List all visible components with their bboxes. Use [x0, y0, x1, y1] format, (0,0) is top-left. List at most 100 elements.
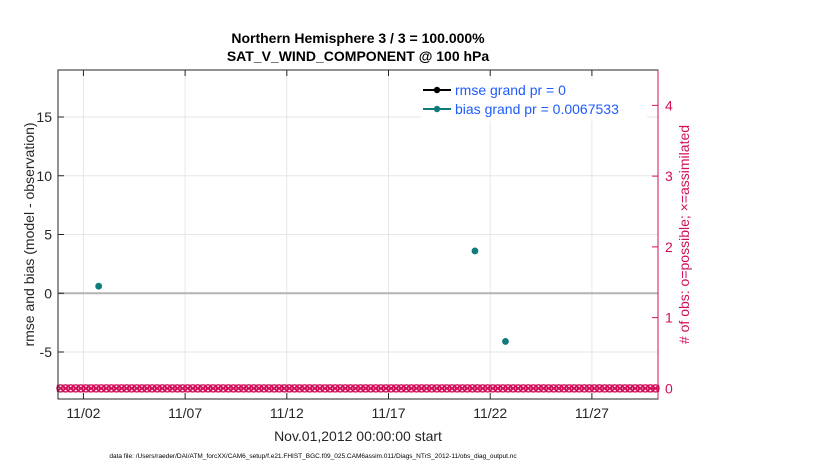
- obs-possible-marker: [478, 384, 487, 393]
- obs-possible-marker: [605, 384, 614, 393]
- obs-possible-marker: [417, 384, 426, 393]
- obs-possible-marker: [518, 384, 528, 393]
- obs-possible-marker: [422, 384, 431, 393]
- obs-possible-marker: [218, 384, 228, 393]
- obs-possible-marker: [71, 384, 81, 393]
- obs-possible-marker: [325, 384, 335, 393]
- bias-point: [95, 282, 103, 290]
- obs-possible-marker: [229, 384, 238, 393]
- obs-possible-marker: [600, 384, 609, 393]
- obs-possible-marker: [630, 384, 640, 393]
- obs-possible-marker: [463, 384, 472, 393]
- obs-possible-marker: [579, 384, 589, 393]
- obs-possible-marker: [61, 384, 70, 393]
- obs-possible-marker: [615, 384, 625, 393]
- obs-possible-marker: [224, 384, 233, 393]
- obs-possible-marker: [290, 384, 299, 393]
- obs-possible-marker: [585, 384, 594, 393]
- obs-possible-marker: [549, 384, 559, 393]
- obs-possible-marker: [447, 384, 457, 393]
- obs-possible-marker: [381, 384, 391, 393]
- obs-possible-marker: [208, 384, 218, 393]
- obs-possible-marker: [468, 384, 477, 393]
- obs-possible-marker: [112, 384, 121, 393]
- x-tick-label: 11/02: [66, 405, 100, 421]
- obs-possible-marker: [274, 384, 284, 393]
- obs-possible-marker: [132, 384, 142, 393]
- y-right-tick-label: 4: [665, 97, 673, 113]
- obs-possible-marker: [330, 384, 340, 393]
- obs-possible-marker: [152, 384, 162, 393]
- y-left-tick-label: -5: [40, 344, 53, 360]
- obs-possible-marker: [651, 384, 660, 393]
- chart-title-line1: Northern Hemisphere 3 / 3 = 100.000%: [231, 30, 485, 46]
- y-left-tick-label: 15: [36, 109, 52, 125]
- obs-possible-marker: [432, 384, 442, 393]
- obs-possible-marker: [590, 384, 599, 393]
- obs-possible-marker: [249, 384, 259, 393]
- obs-possible-marker: [122, 384, 131, 393]
- obs-possible-marker: [305, 384, 314, 393]
- obs-possible-marker: [157, 384, 167, 393]
- obs-possible-marker: [91, 384, 101, 393]
- obs-possible-marker: [213, 384, 223, 393]
- obs-possible-marker: [81, 384, 91, 393]
- obs-possible-marker: [300, 384, 309, 393]
- legend-box: [421, 79, 647, 121]
- obs-possible-marker: [234, 384, 243, 393]
- obs-possible-marker: [137, 384, 147, 393]
- y-right-tick-label: 1: [665, 310, 673, 326]
- obs-possible-marker: [173, 384, 182, 393]
- x-tick-label: 11/07: [168, 405, 202, 421]
- obs-possible-marker: [488, 384, 498, 393]
- obs-possible-marker: [569, 384, 579, 393]
- obs-possible-marker: [269, 384, 279, 393]
- chart-title-line2: SAT_V_WIND_COMPONENT @ 100 hPa: [227, 48, 490, 64]
- obs-possible-marker: [396, 384, 406, 393]
- obs-possible-marker: [452, 384, 462, 393]
- x-tick-label: 11/27: [575, 405, 609, 421]
- y-left-tick-label: 10: [36, 168, 52, 184]
- obs-possible-marker: [102, 384, 111, 393]
- obs-possible-marker: [376, 384, 386, 393]
- y-right-tick-label: 3: [665, 168, 673, 184]
- obs-possible-marker: [544, 384, 553, 393]
- obs-possible-marker: [635, 384, 645, 393]
- y-right-tick-label: 0: [665, 380, 673, 396]
- bias-point: [502, 338, 509, 345]
- obs-possible-marker: [335, 384, 345, 393]
- bias-point: [471, 247, 479, 255]
- obs-possible-marker: [625, 384, 635, 393]
- obs-possible-marker: [427, 384, 437, 393]
- obs-possible-marker: [310, 384, 320, 393]
- obs-possible-marker: [66, 384, 76, 393]
- x-axis-label: Nov.01,2012 00:00:00 start: [274, 428, 442, 444]
- y-left-tick-label: 0: [44, 285, 52, 301]
- y-axis-left-label: rmse and bias (model - observation): [21, 122, 37, 346]
- obs-possible-marker: [498, 384, 508, 393]
- legend-bias-marker: [433, 105, 441, 113]
- obs-possible-marker: [117, 384, 126, 393]
- obs-possible-marker: [534, 384, 543, 393]
- obs-possible-marker: [127, 384, 137, 393]
- obs-possible-marker: [285, 384, 294, 393]
- obs-possible-marker: [554, 384, 564, 393]
- obs-possible-marker: [361, 384, 370, 393]
- obs-possible-marker: [620, 384, 630, 393]
- obs-possible-marker: [503, 384, 513, 393]
- obs-possible-marker: [56, 384, 65, 393]
- obs-possible-marker: [351, 384, 360, 393]
- y-right-tick-label: 2: [665, 239, 673, 255]
- legend-bias-label: bias grand pr = 0.0067533: [455, 101, 619, 117]
- x-tick-label: 11/22: [473, 405, 507, 421]
- obs-possible-marker: [595, 384, 604, 393]
- obs-possible-marker: [437, 384, 447, 393]
- obs-possible-marker: [279, 384, 289, 393]
- obs-possible-marker: [168, 384, 177, 393]
- ticks-layer: 11/02 11/07 11/12 11/17 11/22 11/27 -5 0 5 10 15 0 1…: [36, 70, 673, 421]
- obs-possible-marker: [188, 384, 198, 393]
- bias-series: [95, 247, 509, 345]
- obs-possible-marker: [142, 384, 152, 393]
- obs-possible-marker: [513, 384, 523, 393]
